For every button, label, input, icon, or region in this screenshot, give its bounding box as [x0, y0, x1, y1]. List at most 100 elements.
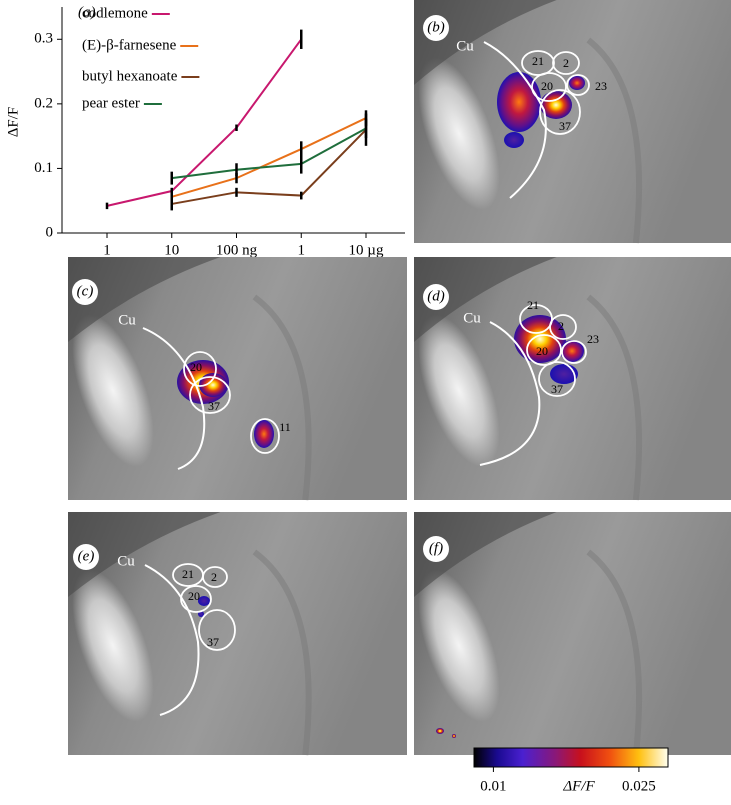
legend-label: butyl hexanoate	[82, 68, 178, 84]
texture	[586, 549, 643, 756]
glomerulus-outline	[552, 51, 580, 75]
panel-label: (b)	[427, 19, 445, 35]
cu-outline	[144, 564, 200, 716]
glomerulus-label: 2	[558, 319, 564, 333]
bright-region	[418, 569, 500, 722]
glomerulus-label: 20	[536, 344, 548, 358]
x-tick-label: 100 ng	[216, 242, 258, 258]
bright-region	[72, 314, 154, 467]
activity-blob	[560, 340, 584, 362]
glomerulus-outline	[538, 361, 576, 397]
glomerulus-label: 2	[211, 570, 217, 584]
glomerulus-outline	[549, 314, 577, 340]
glomerulus-outline	[183, 351, 217, 387]
glomerulus-outline	[566, 74, 590, 96]
texture	[252, 549, 312, 756]
cu-outline	[479, 321, 541, 466]
y-tick-label: 0.1	[34, 160, 53, 176]
panel-label-badge	[73, 544, 99, 570]
image-panel: (e) Cu 21 2 20 37	[68, 512, 407, 756]
dark-corner	[68, 512, 221, 598]
image-panel: (c) Cu 20 37 11	[68, 257, 407, 501]
x-tick-label: 1	[103, 242, 111, 258]
panel-label: (a)	[78, 4, 96, 20]
activity-blob	[254, 420, 274, 448]
y-axis-label: ΔF/F	[5, 107, 21, 138]
glomerulus-label: 23	[595, 79, 607, 93]
texture	[586, 37, 643, 244]
image-panel: (d) Cu 21 2 20 23 37	[414, 257, 731, 501]
glomerulus-outline	[198, 609, 236, 651]
colorbar-tick-label: 0.025	[622, 778, 656, 794]
glomerulus-label: 21	[532, 54, 544, 68]
dark-corner	[414, 257, 557, 343]
panel-label-badge	[423, 536, 449, 562]
colorbar	[473, 747, 669, 768]
glomerulus-outline	[526, 334, 562, 366]
activity-blob	[569, 76, 585, 90]
colorbar-tick-label: 0.01	[480, 778, 506, 794]
series-line	[171, 127, 367, 180]
panel-label: (e)	[78, 548, 95, 564]
glomerulus-outline	[250, 418, 280, 454]
bright-region	[72, 569, 154, 722]
activity-blob	[436, 728, 444, 734]
panel-label-badge	[423, 284, 449, 310]
activity-blob	[452, 734, 456, 738]
colorbar-label: ΔF/F	[562, 778, 595, 794]
glomerulus-outline	[521, 50, 555, 76]
glomerulus-outline	[189, 376, 231, 414]
glomerulus-label: 21	[182, 567, 194, 581]
glomerulus-label: 37	[551, 382, 563, 396]
legend-label: codlemone	[82, 5, 148, 21]
cu-outline	[483, 41, 547, 199]
region-label: Cu	[118, 312, 136, 328]
glomerulus-label: 20	[190, 360, 202, 374]
glomerulus-label: 37	[207, 635, 219, 649]
panel-label: (f)	[429, 540, 443, 556]
x-tick-label: 1	[298, 242, 306, 258]
glomerulus-outline	[519, 304, 553, 334]
glomerulus-label: 21	[527, 298, 539, 312]
dark-corner	[414, 512, 557, 598]
glomerulus-label: 20	[188, 589, 200, 603]
panel-label: (c)	[77, 283, 94, 299]
region-label: Cu	[117, 553, 135, 569]
region-label: Cu	[463, 310, 481, 326]
texture	[252, 294, 312, 501]
series-line	[106, 38, 303, 207]
y-tick-label: 0.3	[34, 31, 53, 47]
region-label: Cu	[456, 38, 474, 54]
glomerulus-outline	[180, 585, 212, 613]
glomerulus-outline	[561, 340, 587, 364]
y-tick-label: 0.2	[34, 95, 53, 111]
activity-blob	[504, 132, 524, 148]
glomerulus-label: 23	[587, 332, 599, 346]
dark-corner	[414, 0, 557, 86]
texture	[586, 294, 643, 501]
bright-region	[418, 314, 500, 467]
image-panel: (b) Cu 21 2 20 23 37	[414, 0, 731, 244]
panel-label-badge	[423, 15, 449, 41]
glomerulus-outline	[531, 72, 567, 102]
glomerulus-outline	[202, 566, 228, 588]
glomerulus-label: 37	[559, 119, 571, 133]
bright-region	[418, 57, 500, 210]
activity-blob	[540, 91, 572, 119]
glomerulus-label: 20	[541, 79, 553, 93]
cu-outline	[142, 327, 206, 470]
legend-label: pear ester	[82, 95, 140, 111]
image-panel: (f)	[414, 512, 731, 756]
legend-label: (E)-β-farnesene	[82, 37, 177, 53]
activity-blob	[198, 596, 210, 606]
x-tick-label: 10 µg	[349, 242, 384, 258]
series-line	[171, 117, 367, 198]
x-tick-label: 10	[164, 242, 179, 258]
glomerulus-label: 2	[563, 56, 569, 70]
panel-label: (d)	[427, 288, 445, 304]
y-tick-label: 0	[46, 224, 54, 240]
glomerulus-outline	[539, 89, 581, 135]
glomerulus-label: 11	[279, 420, 291, 434]
